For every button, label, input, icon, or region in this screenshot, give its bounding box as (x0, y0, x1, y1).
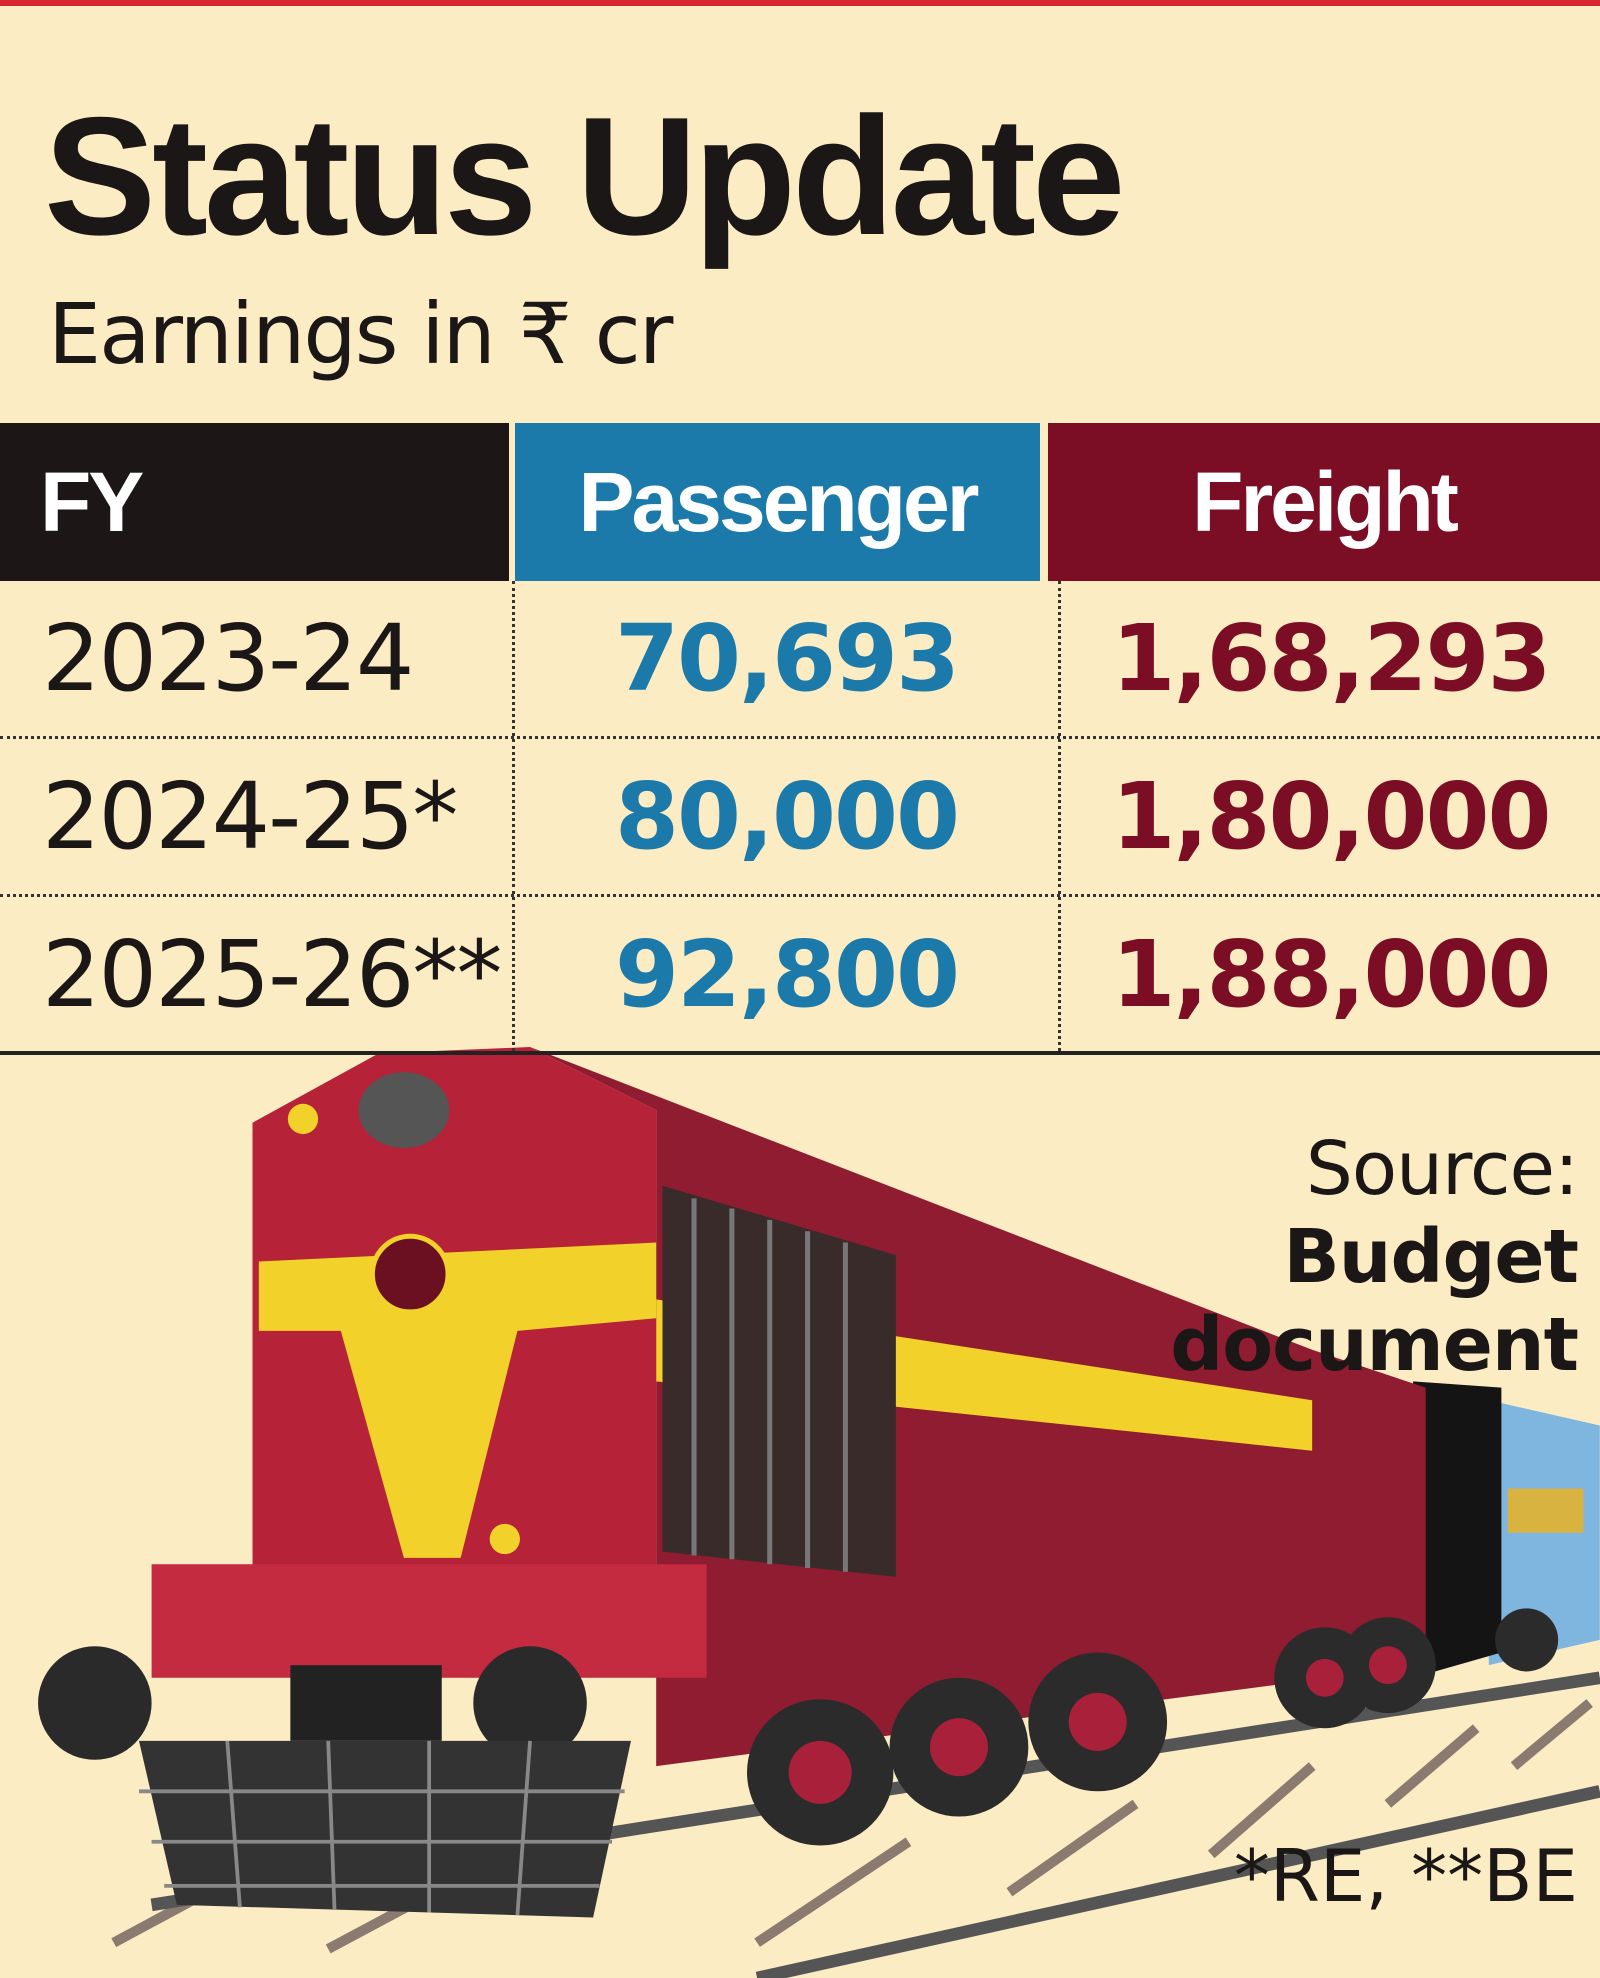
table-cell: 80,000 (515, 739, 1061, 894)
footnote: *RE, **BE (1233, 1834, 1578, 1918)
top-rule (0, 0, 1600, 6)
table-body: 2023-24 70,693 1,68,293 2024-25* 80,000 1,80,… (0, 581, 1600, 1055)
table-cell: 2024-25* (0, 739, 515, 894)
table-cell: 2025-26** (0, 897, 515, 1051)
table-row: 2025-26** 92,800 1,88,000 (0, 897, 1600, 1055)
table-cell: 1,80,000 (1111, 763, 1552, 870)
subtitle: Earnings in ₹ cr (48, 285, 673, 383)
source: Source: Budget document (1018, 1125, 1579, 1389)
table: FY Passenger Freight 2023-24 70,693 1,68,2… (0, 423, 1600, 1055)
source-label: Source: (1305, 1126, 1579, 1212)
source-text: Budget document (1170, 1214, 1579, 1388)
table-cell: 2023-24 (0, 581, 515, 736)
header-row: FY Passenger Freight (0, 423, 1600, 581)
column-header: Passenger (515, 423, 1040, 581)
table-cell: 1,68,293 (1111, 605, 1552, 712)
title: Status Update (44, 82, 1125, 270)
column-header: Freight (1048, 423, 1600, 581)
table-cell: 70,693 (515, 581, 1061, 736)
table-cell: 92,800 (515, 897, 1061, 1051)
column-header: FY (0, 423, 509, 581)
table-cell: 1,88,000 (1111, 920, 1552, 1028)
table-row: 2023-24 70,693 1,68,293 (0, 581, 1600, 739)
table-row: 2024-25* 80,000 1,80,000 (0, 739, 1600, 897)
